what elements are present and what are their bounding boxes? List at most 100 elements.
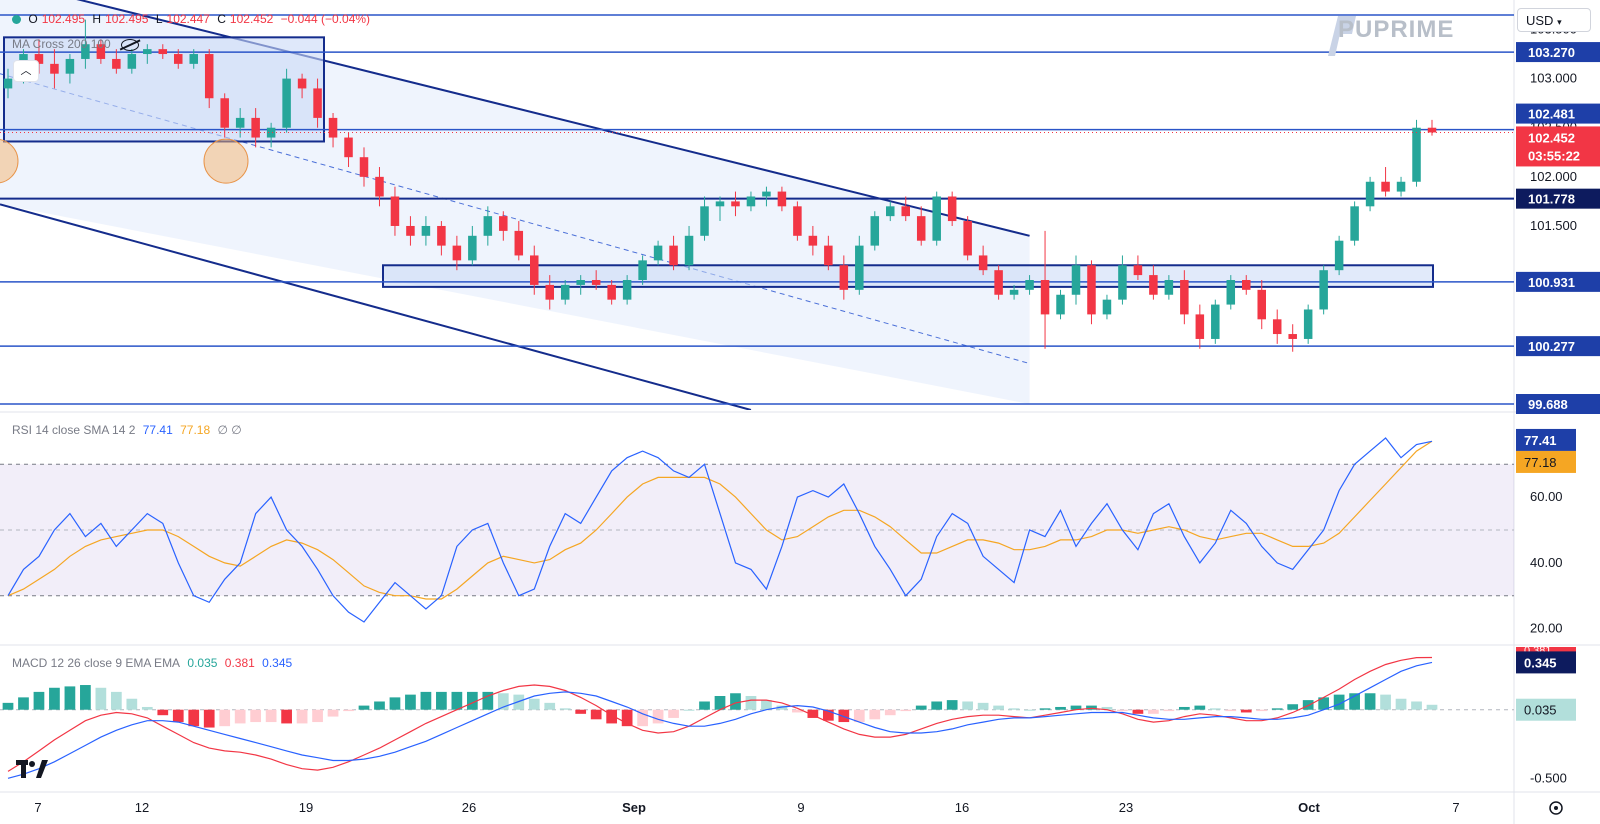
candle[interactable] xyxy=(65,54,75,84)
rsi-sma-line[interactable] xyxy=(7,440,1433,600)
currency-selector[interactable]: USD ▾ xyxy=(1517,8,1591,32)
channel-upper-line[interactable] xyxy=(0,0,1030,237)
candle[interactable] xyxy=(1350,201,1359,246)
candle[interactable] xyxy=(1056,289,1065,320)
channel-lower-line[interactable] xyxy=(0,203,752,410)
macd-line[interactable] xyxy=(7,656,1433,772)
candle[interactable] xyxy=(1272,309,1282,344)
macd-hist-badge[interactable]: 0.035 xyxy=(1516,698,1576,721)
candle[interactable] xyxy=(297,73,307,99)
candle[interactable] xyxy=(1040,230,1050,349)
candle[interactable] xyxy=(947,191,957,226)
candle[interactable] xyxy=(81,19,90,69)
candle[interactable] xyxy=(452,235,462,271)
badge-101778[interactable]: 101.778 xyxy=(1516,188,1600,209)
price-pane[interactable] xyxy=(0,0,1514,410)
collapse-legend-button[interactable]: ︿ xyxy=(13,60,39,82)
candle[interactable] xyxy=(1211,299,1220,344)
candle[interactable] xyxy=(824,235,833,271)
highlight-circle[interactable] xyxy=(203,138,249,184)
candle[interactable] xyxy=(127,49,137,74)
candle[interactable] xyxy=(158,44,168,59)
badge-100931[interactable]: 100.931 xyxy=(1516,271,1600,292)
candle[interactable] xyxy=(1288,324,1297,352)
candle[interactable] xyxy=(96,39,106,64)
candle[interactable] xyxy=(576,275,585,295)
candle[interactable] xyxy=(1195,304,1205,349)
candle[interactable] xyxy=(994,265,1003,300)
candle[interactable] xyxy=(1242,275,1251,295)
candle[interactable] xyxy=(653,240,663,266)
candle[interactable] xyxy=(204,49,214,109)
candle[interactable] xyxy=(530,245,539,295)
candle[interactable] xyxy=(591,270,601,290)
macd-legend[interactable]: MACD 12 26 close 9 EMA EMA 0.035 0.381 0… xyxy=(12,656,296,670)
candle[interactable] xyxy=(282,68,291,133)
candle[interactable] xyxy=(328,112,338,148)
macd-pane[interactable]: -0.500 0.381 0.345 0.035 xyxy=(0,645,1576,785)
candle[interactable] xyxy=(1071,255,1081,305)
candle[interactable] xyxy=(1133,255,1143,281)
candle[interactable] xyxy=(560,280,570,305)
candle[interactable] xyxy=(932,191,941,246)
candle[interactable] xyxy=(715,196,725,222)
candle[interactable] xyxy=(916,206,926,246)
time-axis[interactable]: 7 12 19 26 Sep 9 16 23 Oct 7 xyxy=(34,800,1459,815)
candle[interactable] xyxy=(1303,304,1313,344)
candle[interactable] xyxy=(746,191,756,212)
candle[interactable] xyxy=(886,201,895,222)
candle[interactable] xyxy=(143,44,152,64)
candle[interactable] xyxy=(1102,294,1112,320)
candle[interactable] xyxy=(978,245,988,276)
rsi-legend[interactable]: RSI 14 close SMA 14 2 77.41 77.18 ∅ ∅ xyxy=(12,423,246,437)
badge-99688[interactable]: 99.688 xyxy=(1516,394,1600,414)
candle[interactable] xyxy=(1381,167,1390,197)
candle[interactable] xyxy=(1009,284,1019,300)
candle[interactable] xyxy=(1412,119,1421,187)
candle[interactable] xyxy=(375,167,384,207)
badge-last-price[interactable]: 102.452 03:55:22 xyxy=(1516,126,1600,167)
candle[interactable] xyxy=(855,235,864,295)
candle[interactable] xyxy=(514,221,524,261)
range-box-support[interactable] xyxy=(382,264,1434,288)
rsi-sma-value-badge[interactable]: 77.18 xyxy=(1516,450,1576,473)
candle[interactable] xyxy=(1087,260,1096,325)
candle[interactable] xyxy=(1427,119,1437,136)
badge-102481[interactable]: 102.481 xyxy=(1516,103,1600,124)
candle[interactable] xyxy=(870,211,880,251)
candle[interactable] xyxy=(3,68,13,99)
candle[interactable] xyxy=(251,108,260,148)
settings-icon[interactable] xyxy=(1549,801,1563,815)
candle[interactable] xyxy=(1396,176,1406,197)
candle[interactable] xyxy=(839,255,849,300)
candle[interactable] xyxy=(406,216,415,246)
candle[interactable] xyxy=(1118,255,1127,305)
candle[interactable] xyxy=(1226,275,1236,310)
rsi-pane[interactable]: 60.00 40.00 20.00 77.41 77.18 xyxy=(0,428,1576,636)
candle[interactable] xyxy=(359,147,369,187)
candle[interactable] xyxy=(1257,280,1266,330)
candle[interactable] xyxy=(390,186,400,236)
badge-100277[interactable]: 100.277 xyxy=(1516,336,1600,357)
highlight-circle-left[interactable] xyxy=(0,138,19,184)
candle[interactable] xyxy=(777,186,787,212)
candle[interactable] xyxy=(545,275,554,310)
candle[interactable] xyxy=(684,225,694,271)
candle[interactable] xyxy=(1319,265,1328,315)
candle[interactable] xyxy=(483,206,493,246)
candle[interactable] xyxy=(808,225,818,256)
candle[interactable] xyxy=(793,201,802,241)
candle[interactable] xyxy=(437,221,446,256)
candle[interactable] xyxy=(700,196,709,241)
ma-indicator-legend[interactable]: MA Cross 200 100 xyxy=(12,37,143,51)
hide-eye-icon[interactable] xyxy=(120,38,139,51)
candle[interactable] xyxy=(112,49,121,74)
badge-103270[interactable]: 103.270 xyxy=(1516,42,1600,63)
candle[interactable] xyxy=(1365,176,1375,212)
tradingview-logo-icon[interactable] xyxy=(16,758,48,784)
candle[interactable] xyxy=(963,216,972,261)
candle[interactable] xyxy=(344,132,353,168)
candle[interactable] xyxy=(901,196,910,222)
candle[interactable] xyxy=(174,49,183,69)
rsi-line[interactable] xyxy=(7,437,1433,623)
